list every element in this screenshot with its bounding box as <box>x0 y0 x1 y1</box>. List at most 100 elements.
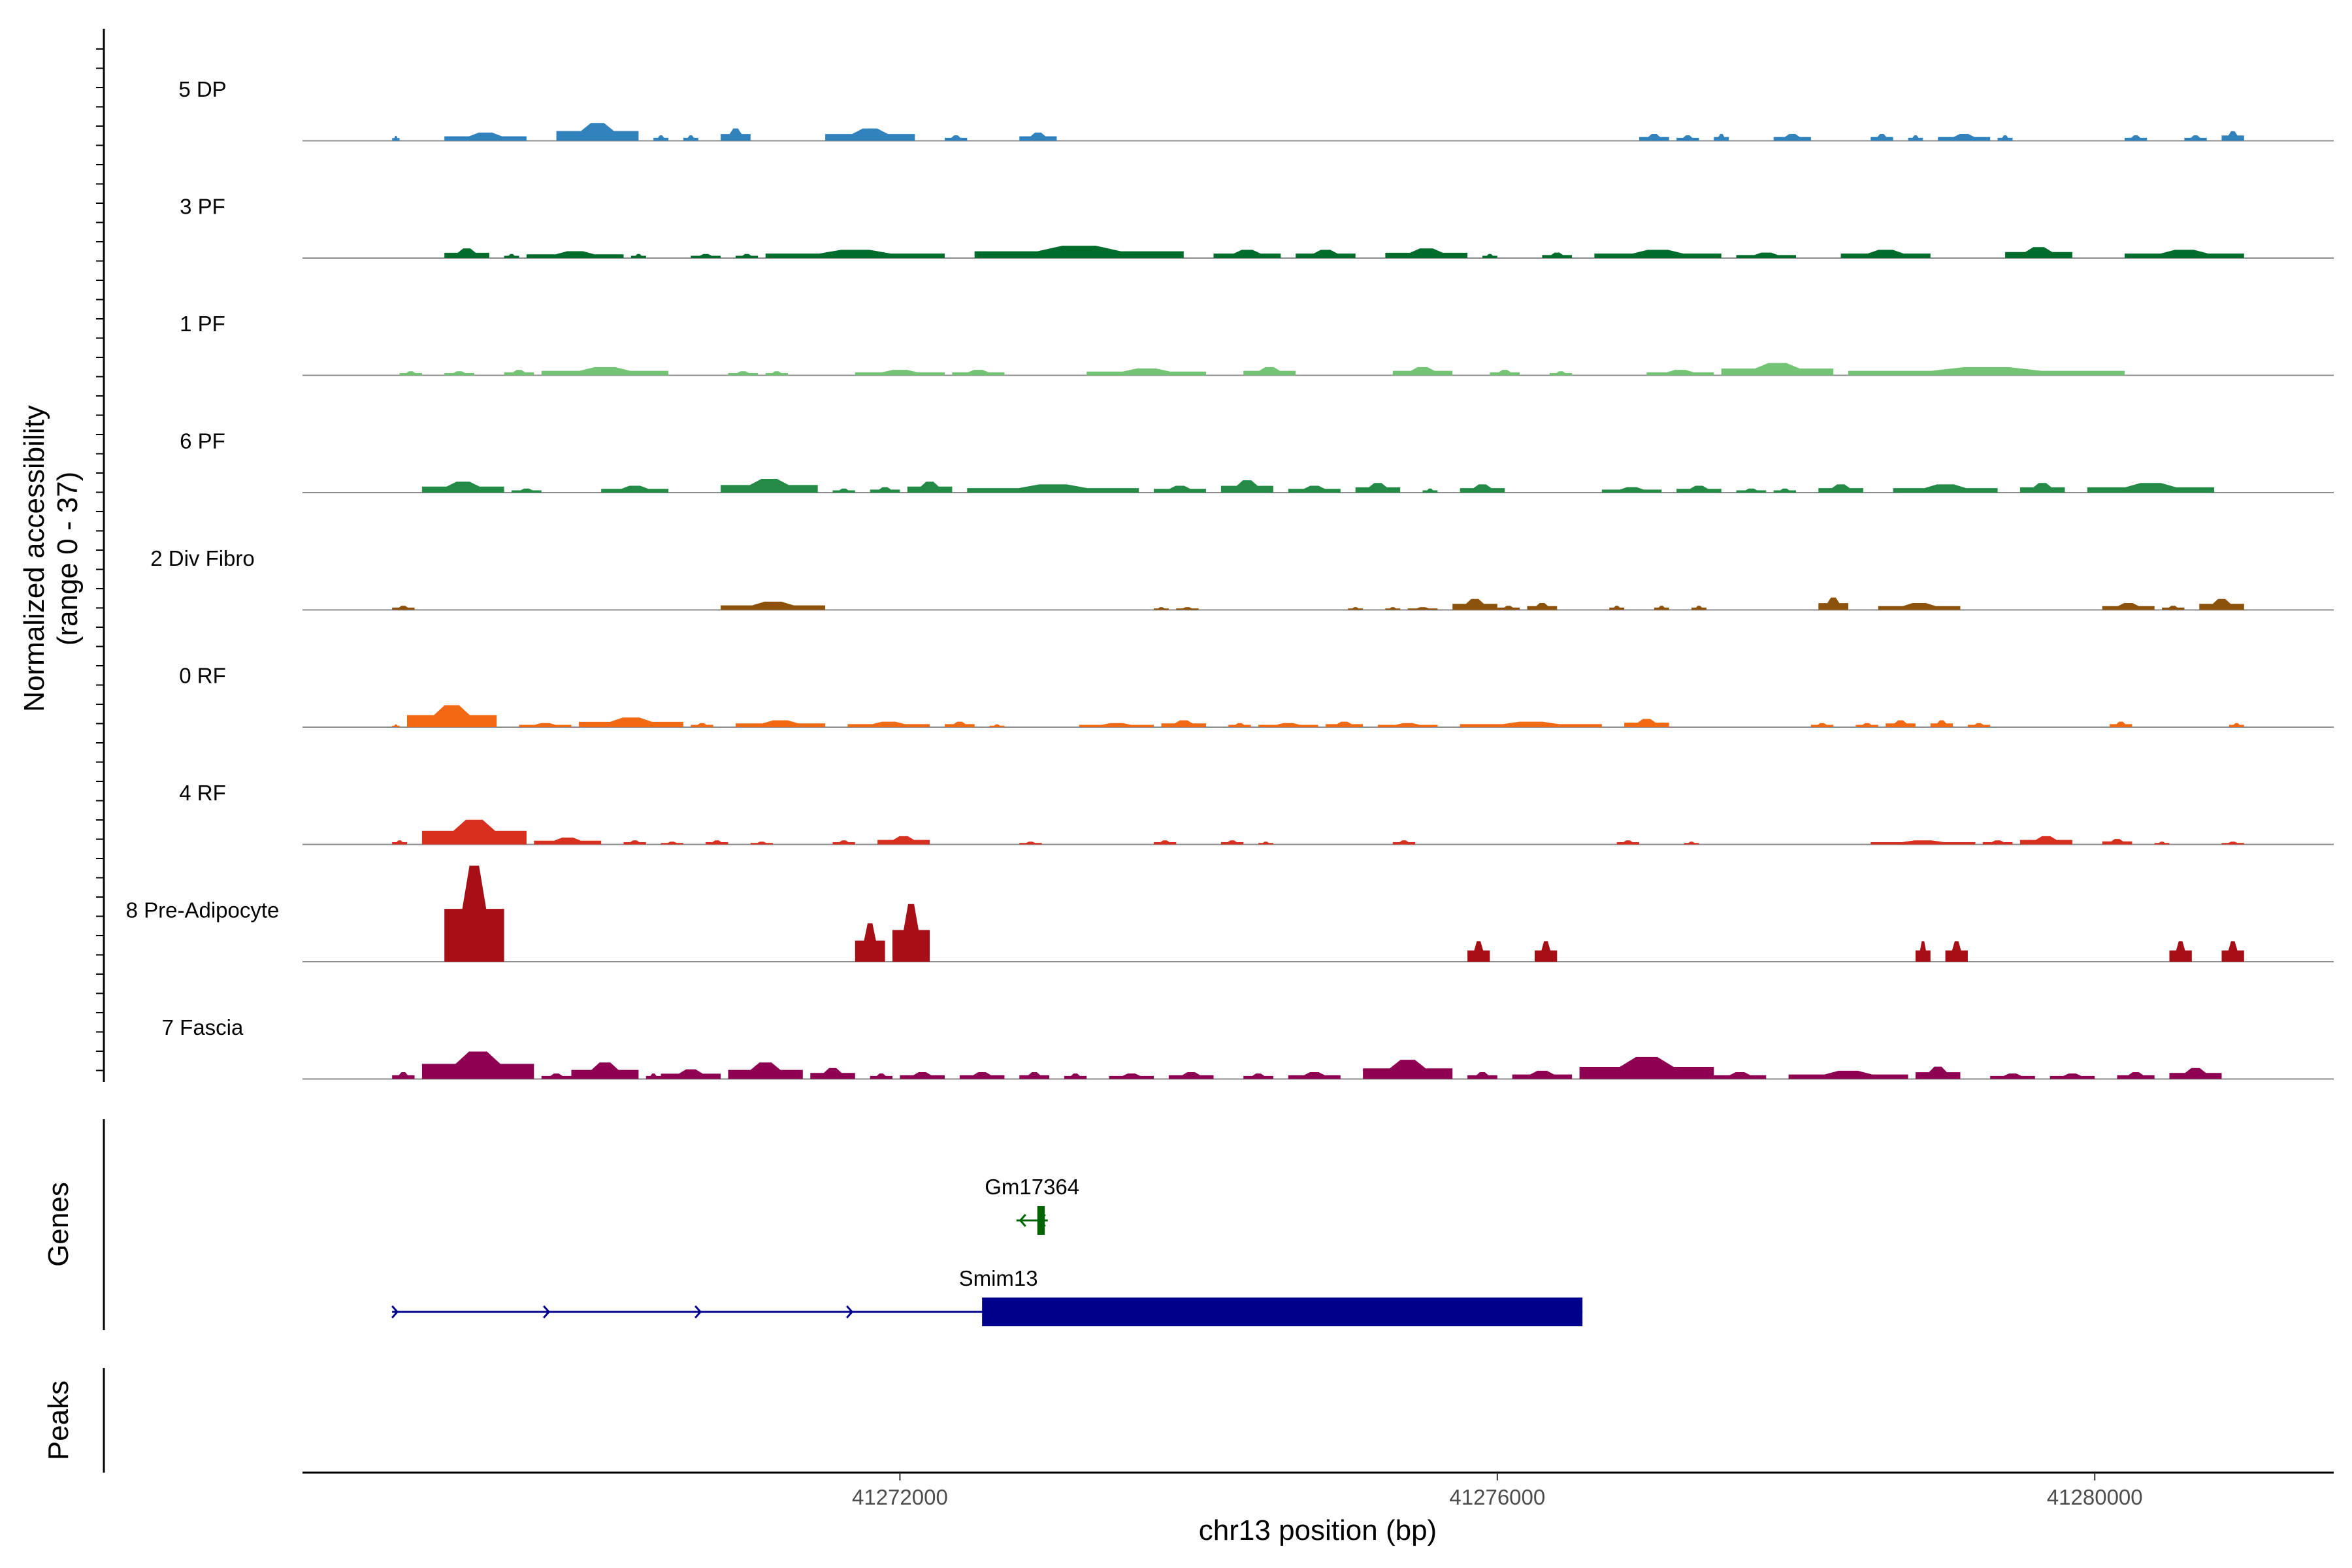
coverage-area <box>1527 603 1558 610</box>
y-axis-title-main: Normalized accessibility <box>18 405 50 711</box>
x-tick-label: 41280000 <box>2047 1485 2143 1509</box>
coverage-area <box>1258 723 1318 727</box>
coverage-area <box>526 251 624 258</box>
coverage-area <box>1579 1056 1714 1079</box>
coverage-area <box>735 720 826 727</box>
coverage-area <box>877 836 930 845</box>
coverage-area <box>512 488 542 493</box>
coverage-area <box>1908 135 1923 141</box>
gene-label: Smim13 <box>959 1266 1038 1290</box>
coverage-area <box>1639 134 1669 141</box>
coverage-area <box>825 128 915 141</box>
coverage-area <box>1392 367 1453 376</box>
coverage-area <box>1654 606 1669 610</box>
track-6-pf: 6 PF <box>180 429 2334 493</box>
coverage-area <box>661 841 683 845</box>
coverage-area <box>1422 488 1438 493</box>
x-tick-label: 41276000 <box>1449 1485 1545 1509</box>
coverage-area <box>1176 607 1199 610</box>
coverage-area <box>399 371 422 376</box>
coverage-area <box>1154 840 1177 845</box>
coverage-area <box>1930 720 1953 727</box>
coverage-area <box>653 135 669 141</box>
coverage-area <box>392 606 415 610</box>
coverage-area <box>1714 1072 1767 1079</box>
coverage-area <box>1684 841 1699 845</box>
coverage-area <box>706 840 728 845</box>
coverage-area <box>1243 1073 1273 1079</box>
coverage-area <box>1676 485 1722 493</box>
coverage-area <box>1154 607 1169 610</box>
coverage-area <box>952 370 1005 376</box>
coverage-area <box>392 840 407 845</box>
coverage-area <box>1086 368 1206 376</box>
coverage-area <box>1855 723 1878 727</box>
coverage-area <box>1945 941 1968 962</box>
coverage-area <box>630 253 646 258</box>
coverage-area <box>765 250 945 258</box>
coverage-tracks: 5 DP 3 PF 1 PF 6 PF 2 Div Fibro 0 RF 4 RF 8 Pre… <box>126 77 2334 1080</box>
coverage-area <box>750 841 774 845</box>
track-label: 1 PF <box>180 312 225 336</box>
gene-exon <box>982 1298 1583 1326</box>
coverage-area <box>1325 721 1364 727</box>
coverage-area <box>1377 723 1438 727</box>
coverage-area <box>1385 607 1401 610</box>
coverage-area <box>1982 840 2013 845</box>
gene-models: Gm17364 Smim13 <box>391 1175 1583 1326</box>
coverage-area <box>1296 250 1356 258</box>
coverage-area <box>1915 1066 1961 1079</box>
track-0-rf: 0 RF <box>179 664 2334 728</box>
coverage-area <box>2117 1072 2155 1079</box>
coverage-area <box>945 135 968 141</box>
coverage-area <box>1736 488 1767 493</box>
coverage-area <box>855 923 885 962</box>
track-label: 7 Fascia <box>162 1015 244 1039</box>
coverage-area <box>974 246 1184 258</box>
coverage-area <box>728 1062 803 1079</box>
coverage-area <box>1161 720 1206 727</box>
track-label: 4 RF <box>179 781 226 805</box>
coverage-area <box>392 135 400 141</box>
coverage-area <box>735 253 759 258</box>
coverage-area <box>1288 1072 1341 1079</box>
coverage-area <box>2229 723 2244 727</box>
coverage-area <box>1019 841 1042 845</box>
coverage-area <box>534 838 602 845</box>
coverage-area <box>2169 1068 2222 1079</box>
coverage-area <box>728 371 759 376</box>
coverage-area <box>1609 606 1625 610</box>
coverage-area <box>444 132 527 141</box>
coverage-area <box>1355 483 1401 493</box>
coverage-area <box>1915 941 1931 962</box>
strand-arrow <box>1019 1214 1026 1227</box>
coverage-area <box>645 1073 661 1079</box>
track-label: 2 Div Fibro <box>150 546 255 570</box>
coverage-area <box>2199 598 2244 610</box>
coverage-area <box>900 1072 945 1079</box>
track-label: 6 PF <box>180 429 225 453</box>
coverage-area <box>444 248 489 258</box>
coverage-area <box>1818 597 1848 610</box>
coverage-area <box>2110 721 2132 727</box>
coverage-area <box>2005 247 2072 258</box>
coverage-area <box>1938 134 1991 141</box>
coverage-area <box>1243 367 1296 376</box>
coverage-area <box>1109 1073 1154 1079</box>
y-axis-title: Normalized accessibility (range 0 - 37) <box>18 405 84 711</box>
coverage-area <box>683 135 698 141</box>
coverage-area <box>892 904 930 962</box>
coverage-area <box>1893 484 1998 493</box>
coverage-area <box>1228 723 1251 727</box>
coverage-area <box>1736 252 1796 258</box>
coverage-area <box>907 482 953 493</box>
coverage-area <box>1460 484 1505 493</box>
track-label: 3 PF <box>180 195 225 219</box>
coverage-area <box>1452 598 1497 610</box>
coverage-area <box>392 724 400 727</box>
track-3-pf: 3 PF <box>180 195 2334 259</box>
coverage-area <box>1878 603 1961 610</box>
coverage-area <box>1714 134 1729 141</box>
coverage-area <box>1840 250 1931 258</box>
